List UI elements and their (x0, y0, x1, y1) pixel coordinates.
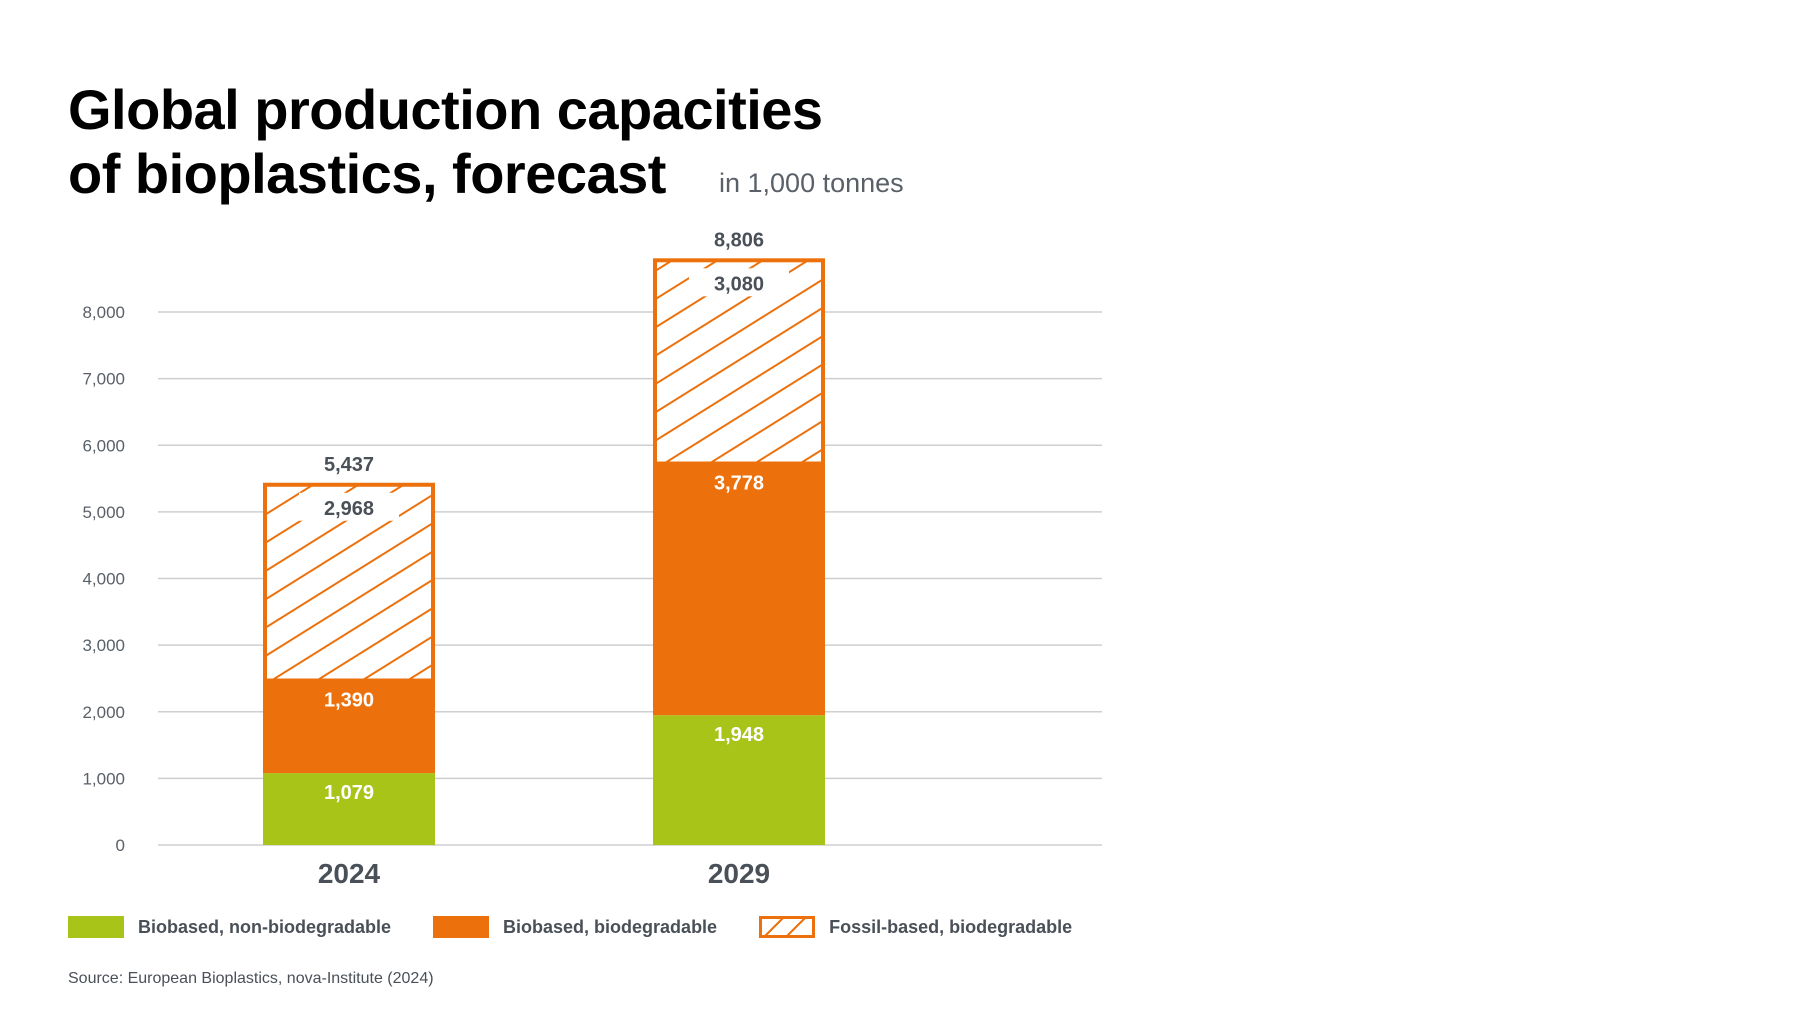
legend-item-biobased-non-biodegradable: Biobased, non-biodegradable (68, 916, 391, 938)
chart-title: Global production capacities of bioplast… (68, 78, 823, 206)
bar-value-label: 2,968 (324, 498, 374, 520)
x-category-label: 2024 (318, 858, 381, 889)
bar-total-label: 8,806 (714, 229, 764, 251)
bar-segment-biobased-biodegradable (263, 680, 435, 774)
y-tick-label: 3,000 (82, 636, 125, 655)
bar-segment-fossil-based-biodegradable (653, 258, 825, 466)
source-note: Source: European Bioplastics, nova-Insti… (68, 970, 434, 987)
bar-total-label: 5,437 (324, 454, 374, 476)
legend-label: Biobased, non-biodegradable (138, 916, 392, 937)
y-tick-label: 4,000 (82, 570, 125, 589)
bar-value-label: 1,948 (714, 724, 764, 746)
y-tick-label: 7,000 (82, 370, 125, 389)
bar-value-label: 1,079 (324, 782, 374, 804)
y-tick-label: 0 (116, 836, 125, 855)
legend-item-biobased-biodegradable: Biobased, biodegradable (433, 916, 717, 938)
legend: Biobased, non-biodegradable Biobased, bi… (68, 916, 1114, 938)
legend-swatch-orange (433, 916, 490, 938)
x-category-label: 2029 (708, 858, 770, 889)
chart-subtitle: in 1,000 tonnes (719, 168, 904, 198)
bar-value-label: 3,080 (714, 273, 764, 295)
y-tick-label: 2,000 (82, 703, 125, 722)
legend-label: Biobased, biodegradable (503, 916, 718, 937)
chart-title-line-2: of bioplastics, forecast (68, 142, 666, 205)
bar-value-label: 3,778 (714, 473, 764, 495)
chart-title-line-1: Global production capacities (68, 78, 823, 141)
bar-label-bg (689, 268, 789, 297)
bar-segment-biobased-non-biodegradable (653, 715, 825, 845)
bar-segment-biobased-non-biodegradable (263, 773, 435, 845)
y-tick-label: 6,000 (82, 436, 125, 455)
y-tick-label: 5,000 (82, 503, 125, 522)
bar-value-label: 1,390 (324, 690, 374, 712)
legend-swatch-hatched (759, 916, 816, 938)
legend-item-fossil-based-biodegradable: Fossil-based, biodegradable (759, 916, 1072, 938)
y-tick-label: 1,000 (82, 769, 125, 788)
bar-label-bg (299, 492, 399, 521)
chart-plot: 0 1,000 2,000 3,000 4,000 5,000 6,000 7,000 8,00… (82, 229, 1102, 889)
y-tick-label: 8,000 (82, 303, 125, 322)
legend-swatch-green (68, 916, 124, 938)
bar-segment-biobased-biodegradable (653, 463, 825, 716)
legend-label: Fossil-based, biodegradable (829, 916, 1073, 937)
